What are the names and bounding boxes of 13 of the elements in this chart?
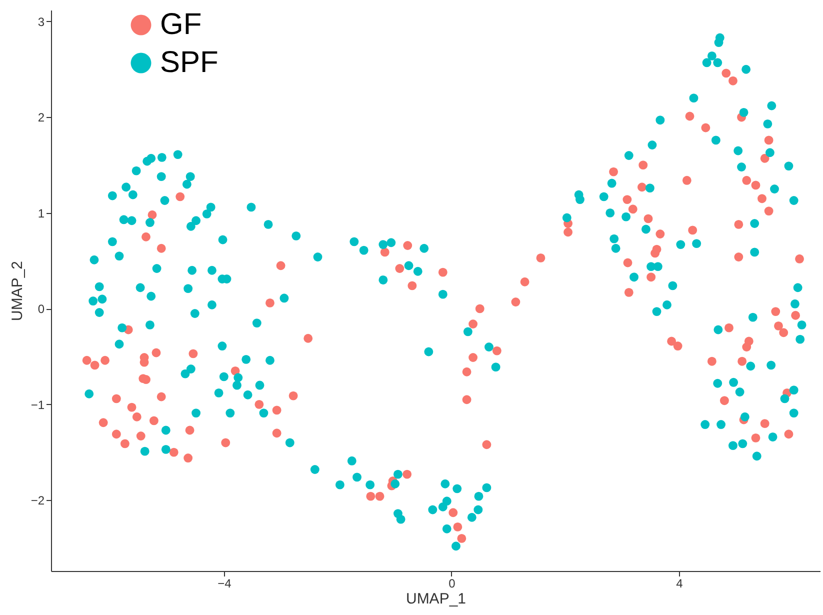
x-axis-title: UMAP_1 bbox=[406, 590, 466, 608]
y-tick-label: 1 bbox=[38, 206, 45, 220]
x-tick-label: −4 bbox=[218, 576, 232, 590]
y-tick-label: −1 bbox=[30, 398, 45, 412]
y-axis-title: UMAP_2 bbox=[8, 260, 26, 322]
legend-label: SPF bbox=[160, 46, 218, 79]
y-tick-label: 2 bbox=[38, 110, 45, 125]
y-tick-label: 3 bbox=[38, 14, 45, 29]
x-tick-label: 4 bbox=[676, 576, 684, 590]
x-tick-label: 0 bbox=[448, 576, 456, 590]
legend-label: GF bbox=[160, 8, 202, 41]
y-tick-label: −2 bbox=[30, 494, 45, 508]
y-tick-label: 0 bbox=[38, 302, 45, 316]
